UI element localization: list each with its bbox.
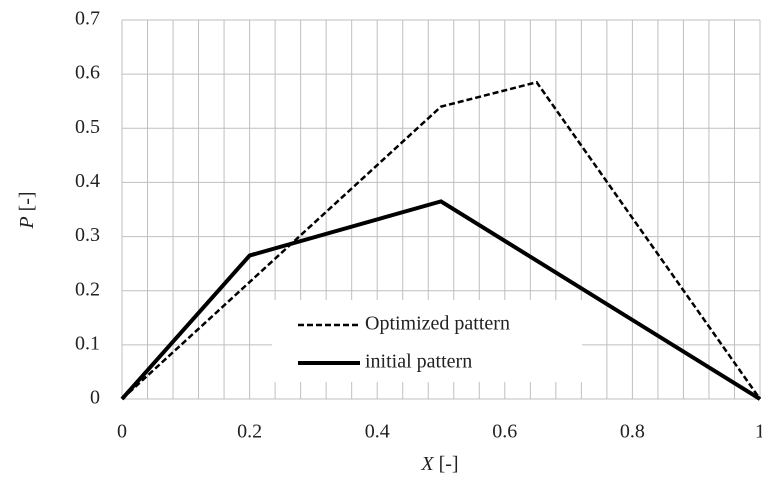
y-tick-label: 0.3 — [75, 224, 100, 246]
x-label-symbol: X — [420, 453, 434, 475]
y-label-symbol: P — [16, 216, 38, 229]
legend-label: Optimized pattern — [365, 313, 510, 335]
legend-box — [272, 300, 582, 382]
y-tick-label: 0.7 — [75, 8, 100, 30]
y-axis-label: P [-] — [16, 191, 38, 229]
y-tick-label: 0.2 — [75, 278, 100, 300]
x-label-unit: [-] — [439, 453, 459, 475]
y-tick-label: 0 — [90, 387, 100, 409]
x-axis-label: X [-] — [420, 453, 458, 475]
series-line — [121, 80, 762, 400]
series-line — [120, 199, 762, 401]
x-tick-label: 1 — [755, 421, 762, 443]
y-label-unit: [-] — [16, 191, 38, 211]
x-tick-label: 0 — [117, 421, 127, 443]
y-tick-label: 0.4 — [75, 170, 100, 192]
x-tick-label: 0.6 — [492, 421, 517, 443]
y-tick-label: 0.1 — [75, 332, 100, 354]
x-tick-label: 0.2 — [237, 421, 262, 443]
y-tick-label: 0.5 — [75, 116, 100, 138]
legend-label: initial pattern — [365, 351, 472, 373]
y-tick-label: 0.6 — [75, 62, 100, 84]
x-tick-label: 0.4 — [365, 421, 390, 443]
x-tick-label: 0.8 — [620, 421, 645, 443]
